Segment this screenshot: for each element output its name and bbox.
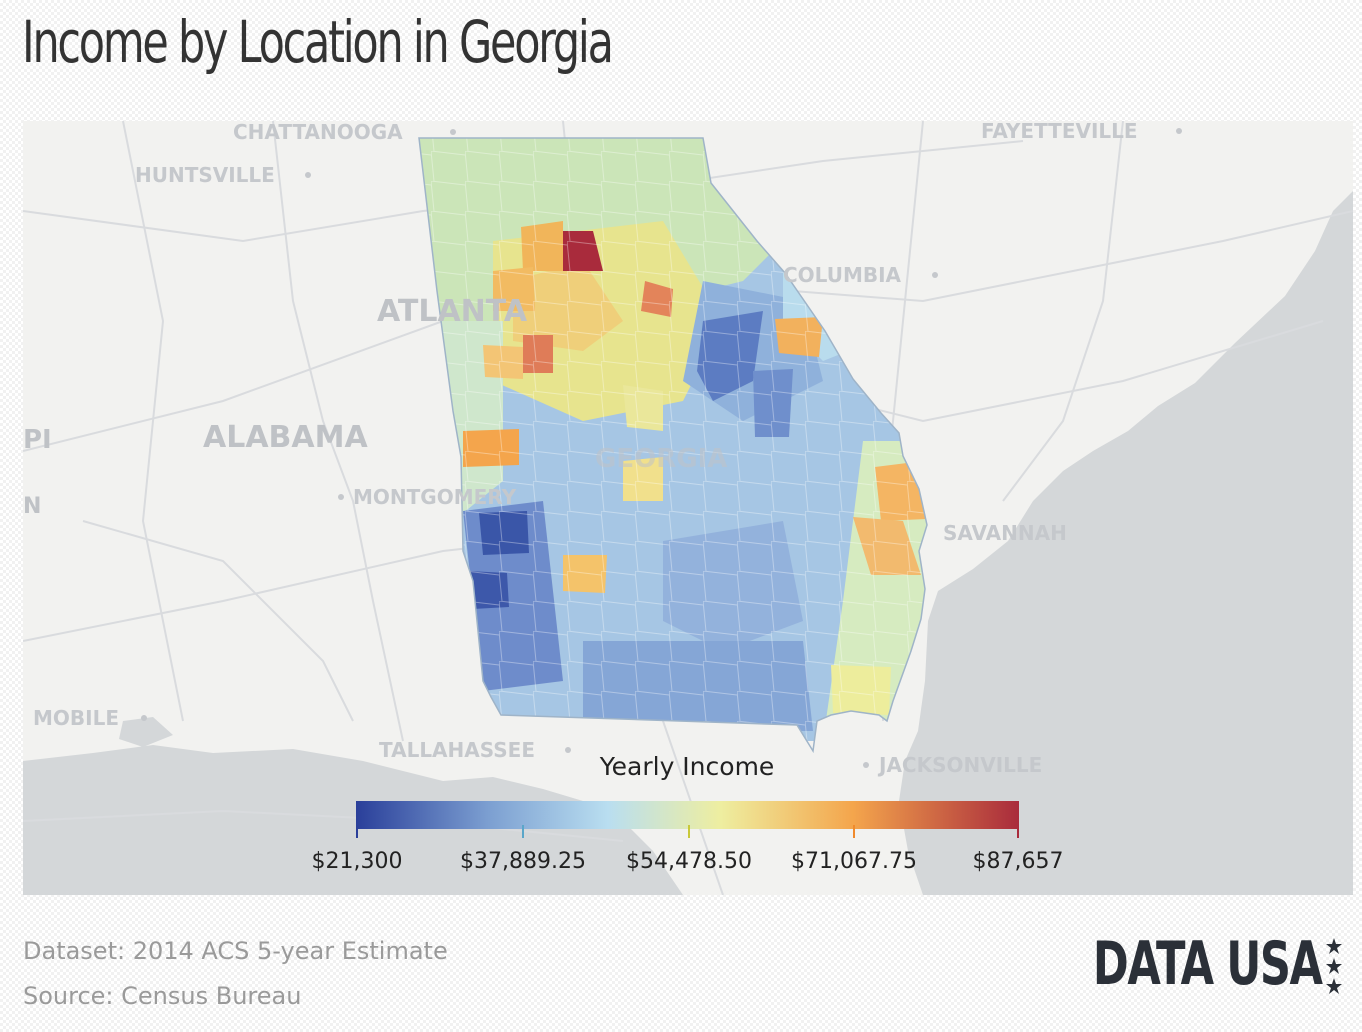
city-fayetteville: FAYETTEVILLE [981,121,1138,143]
brand-wordmark: DATA USA [1093,929,1323,999]
city-dot-fayetteville [1176,128,1182,134]
city-dot-mobile [141,715,147,721]
city-dot-jacksonville [863,762,869,768]
bay [119,717,173,747]
state-georgia: GEORGIA [595,444,727,474]
page-title: Income by Location in Georgia [22,8,614,76]
legend-color-bar [356,801,1019,829]
brand-logo[interactable]: DATA USA [1004,932,1344,996]
city-dot-tallahassee [565,747,571,753]
legend-title: Yearly Income [599,752,775,781]
map-panel[interactable]: CHATTANOOGA HUNTSVILLE FAYETTEVILLE COLU… [23,121,1353,895]
city-chattanooga: CHATTANOOGA [233,121,403,144]
state-alabama: ALABAMA [203,420,368,455]
dataset-caption: Dataset: 2014 ACS 5-year Estimate [23,937,448,965]
legend-tick-label-2: $54,478.50 [626,849,752,874]
city-mobile: MOBILE [33,706,119,730]
city-columbia: COLUMBIA [783,263,902,287]
city-dot-montgomery [338,494,344,500]
city-tallahassee: TALLAHASSEE [379,738,535,762]
legend-tick-label-4: $87,657 [973,849,1064,874]
map-svg[interactable]: CHATTANOOGA HUNTSVILLE FAYETTEVILLE COLU… [23,121,1353,895]
source-caption: Source: Census Bureau [23,982,302,1010]
legend-ticks [356,825,1019,838]
city-huntsville: HUNTSVILLE [135,163,275,187]
legend-tick-label-1: $37,889.25 [460,849,586,874]
legend-tick-label-3: $71,067.75 [791,849,917,874]
georgia-counties[interactable] [403,121,943,741]
atlantic-ocean [899,191,1353,895]
georgia-outline [418,137,928,754]
city-montgomery: MONTGOMERY [353,485,517,509]
label-pi: PI [23,425,52,455]
gulf-of-mexico [23,745,683,895]
label-n: N [23,494,41,519]
city-dot-huntsville [305,172,311,178]
legend-tick-label-0: $21,300 [312,849,403,874]
city-atlanta: ATLANTA [377,294,528,329]
stars-icon [1326,938,1342,994]
city-savannah: SAVANNAH [943,521,1067,545]
city-jacksonville: JACKSONVILLE [877,753,1042,777]
city-dot-columbia [932,272,938,278]
city-dot-chattanooga [450,129,456,135]
